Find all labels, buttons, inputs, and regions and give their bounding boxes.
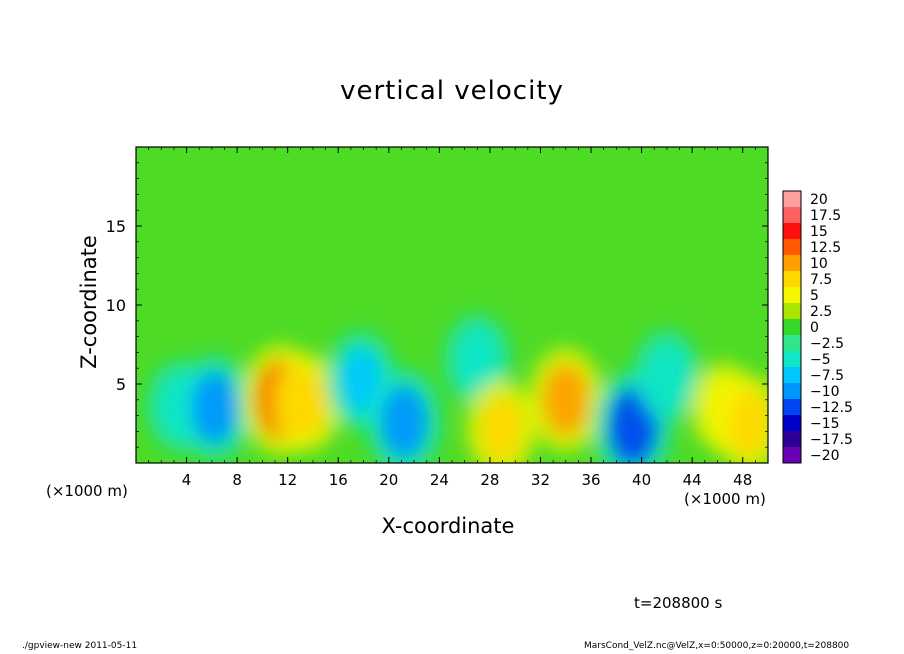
colorbar-label: 5 [810,288,819,304]
x-tick-label: 36 [581,471,600,489]
colorbar-swatch [783,415,801,432]
field-feature [191,371,238,444]
colorbar-swatch [783,447,801,464]
colorbar-swatch [783,287,801,304]
chart-title: vertical velocity [340,76,564,106]
field-feature [380,385,427,458]
y-tick-label: 15 [106,217,126,236]
colorbar-label: 0 [810,320,819,336]
colorbar-swatch [783,399,801,416]
x-tick-label: 44 [683,471,702,489]
y-axis-label: Z-coordinate [77,235,101,369]
x-tick-label: 24 [430,471,449,489]
x-tick-label: 4 [182,471,192,489]
field-feature [542,363,589,436]
x-tick-label: 20 [379,471,398,489]
y-tick-label: 10 [106,296,126,315]
x-multiplier-label: (×1000 m) [684,490,766,508]
colorbar-swatch [783,239,801,256]
colorbar-label: 2.5 [810,304,832,320]
x-axis: 4 8 12 16 20 24 28 32 36 40 44 48 [135,147,769,489]
colorbar-swatch [783,207,801,224]
x-tick-label: 12 [278,471,297,489]
field-feature [648,347,686,406]
colorbar-swatch [783,271,801,288]
colorbar-label: −2.5 [810,336,844,352]
colorbar-label: 20 [810,192,828,208]
colorbar-swatch [783,319,801,336]
colorbar-swatch [783,223,801,240]
colorbar-swatch [783,335,801,352]
colorbar-label: −7.5 [810,368,844,384]
colorbar-label: −17.5 [810,432,853,448]
colorbar-swatch [783,191,801,208]
colorbar: 2017.51512.5107.552.50−2.5−5−7.5−10−12.5… [782,190,853,464]
y-multiplier-label: (×1000 m) [46,482,128,500]
field-feature [728,391,768,456]
colorbar-label: −20 [810,448,840,464]
colorbar-swatch [783,255,801,272]
colorbar-label: −15 [810,416,840,432]
colorbar-label: 12.5 [810,240,841,256]
x-tick-label: 32 [531,471,550,489]
x-tick-label: 48 [733,471,752,489]
field-feature [285,370,328,436]
colorbar-swatch [783,351,801,368]
colorbar-swatch [783,383,801,400]
colorbar-label: 10 [810,256,828,272]
colorbar-label: 7.5 [810,272,832,288]
colorbar-frame [782,190,802,464]
colorbar-label: 15 [810,224,828,240]
field-feature [480,395,523,461]
x-tick-label: 28 [480,471,499,489]
colorbar-swatch [783,431,801,448]
y-tick-label: 5 [116,375,126,394]
footer-right-text: MarsCond_VelZ.nc@VelZ,x=0:50000,z=0:2000… [584,641,850,651]
colorbar-swatch [783,303,801,320]
y-axis: 5 10 15 [106,146,768,464]
x-tick-label: 40 [632,471,651,489]
colorbar-label: −12.5 [810,400,853,416]
colorbar-label: 17.5 [810,208,841,224]
x-tick-label: 16 [329,471,348,489]
x-tick-label: 8 [232,471,242,489]
field-feature [458,331,496,390]
x-axis-label: X-coordinate [381,514,515,538]
field-feature [340,348,382,414]
colorbar-swatch [783,367,801,384]
time-label: t=208800 s [634,594,723,612]
field-features [147,315,768,463]
footer-left-text: ./gpview-new 2011-05-11 [22,641,138,651]
colorbar-label: −10 [810,384,840,400]
colorbar-label: −5 [810,352,831,368]
